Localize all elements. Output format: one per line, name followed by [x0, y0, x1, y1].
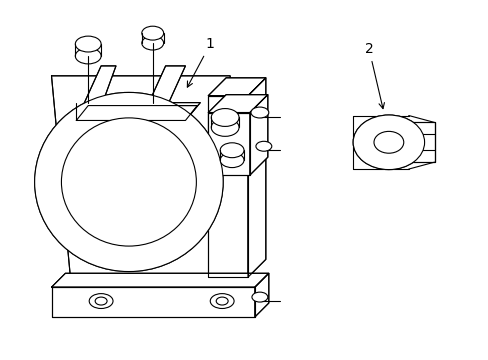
Ellipse shape [89, 294, 113, 309]
Ellipse shape [220, 153, 244, 168]
Ellipse shape [142, 26, 163, 40]
Ellipse shape [352, 115, 424, 170]
Polygon shape [76, 103, 200, 121]
Text: 2: 2 [364, 42, 384, 109]
Polygon shape [247, 78, 265, 277]
Ellipse shape [35, 93, 223, 271]
Polygon shape [408, 122, 434, 162]
Polygon shape [208, 96, 247, 277]
Polygon shape [141, 66, 185, 121]
Ellipse shape [61, 118, 196, 246]
Ellipse shape [75, 36, 101, 52]
Ellipse shape [61, 118, 196, 246]
Ellipse shape [210, 294, 234, 309]
Ellipse shape [220, 143, 244, 158]
Polygon shape [51, 76, 249, 287]
Ellipse shape [373, 131, 403, 153]
Polygon shape [51, 287, 254, 317]
Polygon shape [254, 273, 268, 317]
Ellipse shape [251, 292, 267, 302]
Text: 1: 1 [187, 37, 214, 87]
Ellipse shape [255, 141, 271, 151]
Ellipse shape [95, 297, 107, 305]
Polygon shape [208, 113, 249, 175]
Ellipse shape [250, 107, 268, 118]
Ellipse shape [373, 131, 403, 153]
Polygon shape [208, 78, 265, 96]
Ellipse shape [211, 118, 239, 136]
Ellipse shape [75, 48, 101, 64]
Ellipse shape [352, 115, 424, 170]
Polygon shape [208, 95, 267, 113]
Ellipse shape [211, 109, 239, 126]
Ellipse shape [216, 297, 228, 305]
Ellipse shape [35, 93, 223, 271]
Polygon shape [249, 95, 267, 175]
Polygon shape [76, 105, 197, 121]
Polygon shape [76, 66, 116, 121]
Polygon shape [51, 273, 268, 287]
Ellipse shape [142, 36, 163, 50]
